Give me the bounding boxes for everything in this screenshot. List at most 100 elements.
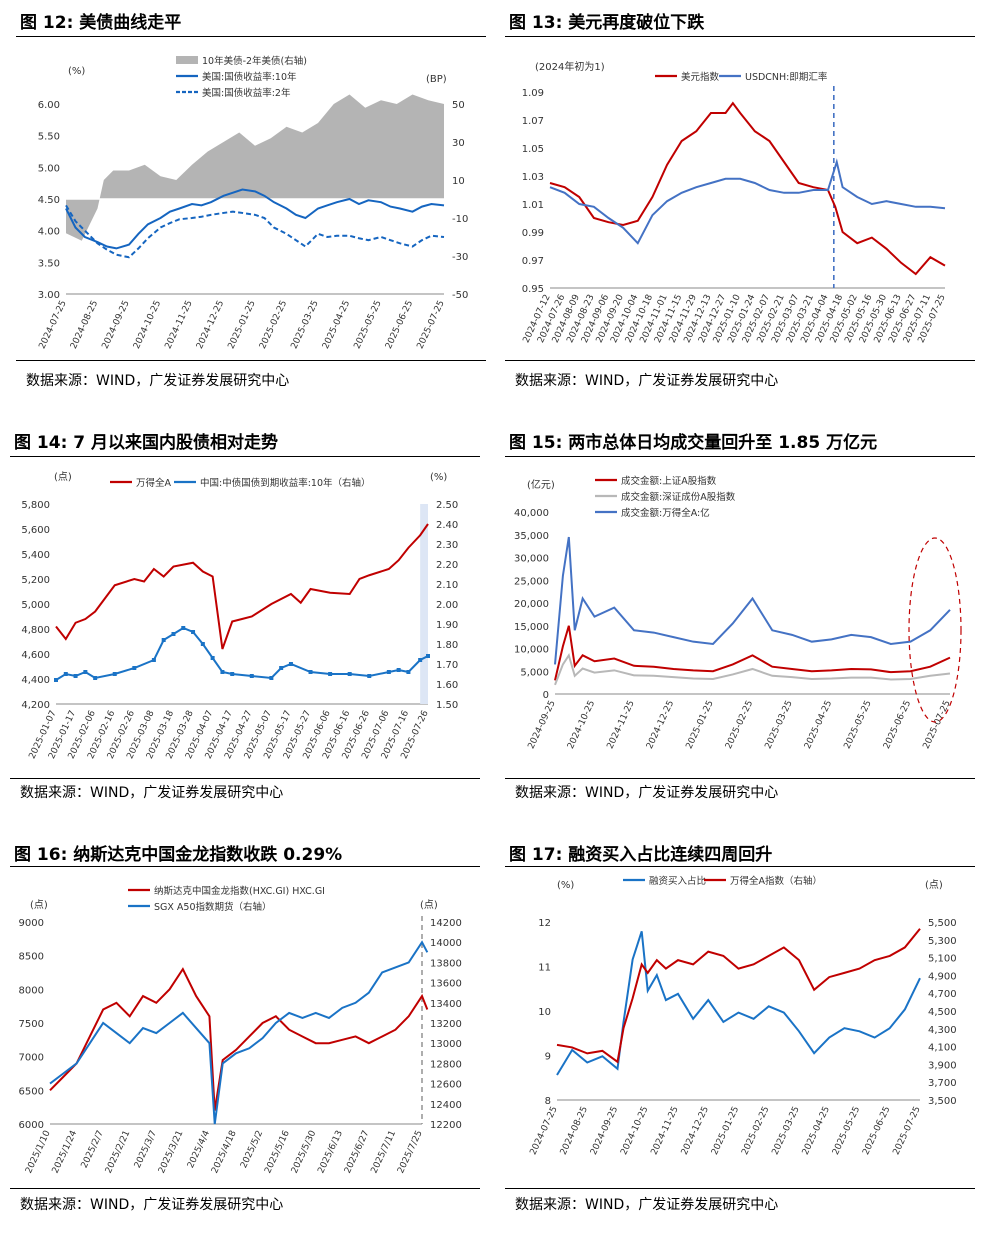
y-left-tick-label: 3.00 bbox=[38, 290, 60, 301]
y-right-tick-label: 2.20 bbox=[436, 560, 458, 571]
title-rule bbox=[505, 866, 975, 867]
chart-title: 图 17: 融资买入占比连续四周回升 bbox=[509, 845, 773, 865]
legend-label: 万得全A指数（右轴） bbox=[730, 875, 822, 887]
x-tick-label: 2024-11-25 bbox=[606, 699, 637, 751]
source-rule bbox=[505, 360, 975, 361]
y-right-tick-label: 4,900 bbox=[928, 971, 957, 982]
source-rule bbox=[10, 778, 480, 779]
y-left-tick-label: 1.05 bbox=[522, 144, 544, 155]
legend-label: 中国:中债国债到期收益率:10年（右轴） bbox=[200, 477, 371, 489]
source-note: 数据来源：WIND，广发证券发展研究中心 bbox=[26, 373, 290, 389]
legend-label: 成交金额:深证成份A股指数 bbox=[621, 491, 736, 503]
x-tick-label: 2025/4/4 bbox=[186, 1129, 212, 1170]
legend-label: 融资买入占比 bbox=[649, 875, 706, 887]
series-point bbox=[181, 626, 186, 630]
series-line bbox=[554, 625, 951, 681]
y-left-tick-label: 0.97 bbox=[522, 256, 544, 267]
y-left-unit: (亿元) bbox=[527, 478, 555, 491]
legend-label: 纳斯达克中国金龙指数(HXC.GI) HXC.GI bbox=[154, 885, 325, 897]
series-point bbox=[386, 670, 391, 674]
y-left-tick-label: 6500 bbox=[19, 1086, 44, 1097]
source-rule bbox=[505, 778, 975, 779]
y-left-tick-label: 30,000 bbox=[514, 554, 549, 565]
legend-label: SGX A50指数期货（右轴） bbox=[154, 901, 272, 913]
y-right-tick-label: 1.80 bbox=[436, 640, 458, 651]
legend-label: USDCNH:即期汇率 bbox=[745, 71, 828, 83]
chart-panel-14: 图 14: 7 月以来国内股债相对走势 5,800 5,600 5,400 5,200… bbox=[10, 420, 480, 820]
x-tick-label: 2024-12-25 bbox=[195, 299, 226, 351]
series-line bbox=[65, 204, 445, 259]
y-right-tick-label: 2.00 bbox=[436, 600, 458, 611]
y-right-unit: (%) bbox=[430, 472, 447, 483]
y-left-tick-label: 9000 bbox=[19, 918, 44, 929]
title-rule bbox=[10, 866, 480, 867]
y-left-tick-label: 4,600 bbox=[21, 650, 50, 661]
series-point bbox=[171, 632, 176, 636]
source-note: 数据来源：WIND，广发证券发展研究中心 bbox=[515, 1197, 779, 1213]
source-note: 数据来源：WIND，广发证券发展研究中心 bbox=[20, 785, 284, 801]
y-left-tick-label: 1.03 bbox=[522, 172, 544, 183]
y-right-tick-label: 1.70 bbox=[436, 660, 458, 671]
chart-title: 图 13: 美元再度破位下跌 bbox=[509, 13, 705, 33]
x-tick-label: 2025-02-25 bbox=[724, 699, 755, 751]
y-left-unit: (%) bbox=[68, 66, 85, 77]
y-left-tick-label: 5,200 bbox=[21, 575, 50, 586]
y-right-tick-label: 12800 bbox=[430, 1059, 462, 1070]
x-tick-label: 2024-08-25 bbox=[69, 299, 100, 351]
y-left-tick-label: 0.95 bbox=[522, 284, 544, 295]
y-left-tick-label: 10,000 bbox=[514, 645, 549, 656]
x-tick-label: 2025/5/16 bbox=[263, 1129, 292, 1175]
source-note: 数据来源：WIND，广发证券发展研究中心 bbox=[515, 373, 779, 389]
chart-area: 1.091.071.051.031.010.990.970.952024-07-… bbox=[522, 60, 948, 345]
x-tick-label: 2024-10-25 bbox=[619, 1105, 650, 1157]
x-tick-label: 2025-03-25 bbox=[764, 699, 795, 751]
series-point bbox=[308, 670, 313, 674]
x-tick-label: 2025/1/10 bbox=[24, 1129, 53, 1175]
x-tick-label: 2024-08-25 bbox=[559, 1105, 590, 1157]
y-left-tick-label: 11 bbox=[538, 963, 551, 974]
y-left-tick-label: 0 bbox=[543, 690, 549, 701]
y-left-tick-label: 7000 bbox=[19, 1053, 44, 1064]
title-rule bbox=[505, 36, 975, 37]
x-tick-label: 2025-05-25 bbox=[831, 1105, 862, 1157]
x-tick-label: 2025/3/21 bbox=[157, 1129, 186, 1175]
series-point bbox=[191, 630, 196, 634]
y-left-unit: (点) bbox=[30, 899, 48, 911]
y-left-tick-label: 4,400 bbox=[21, 675, 50, 686]
y-right-tick-label: 5,500 bbox=[928, 918, 957, 929]
y-left-tick-label: 7500 bbox=[19, 1019, 44, 1030]
y-left-tick-label: 6000 bbox=[19, 1120, 44, 1131]
y-left-tick-label: 4,800 bbox=[21, 625, 50, 636]
y-right-tick-label: 1.50 bbox=[436, 700, 458, 711]
x-tick-label: 2025-07-25 bbox=[416, 299, 447, 351]
x-tick-label: 2025-06-25 bbox=[861, 1105, 892, 1157]
y-right-tick-label: 14000 bbox=[430, 938, 462, 949]
y-left-tick-label: 1.01 bbox=[522, 200, 544, 211]
y-right-tick-label: -10 bbox=[452, 214, 468, 225]
x-tick-label: 2025/7/25 bbox=[396, 1129, 425, 1175]
y-right-tick-label: 4,100 bbox=[928, 1043, 957, 1054]
x-tick-label: 2024-07-25 bbox=[38, 299, 69, 351]
series-line bbox=[65, 188, 445, 250]
x-tick-label: 2025-05-25 bbox=[843, 699, 874, 751]
series-point bbox=[132, 666, 137, 670]
title-rule bbox=[10, 456, 480, 457]
x-tick-label: 2025-03-25 bbox=[771, 1105, 802, 1157]
legend-label: 美国:国债收益率:2年 bbox=[202, 87, 291, 99]
y-right-unit: (BP) bbox=[426, 74, 447, 85]
legend-label: 10年美债-2年美债(右轴) bbox=[202, 55, 307, 67]
x-tick-label: 2024-09-25 bbox=[589, 1105, 620, 1157]
y-left-tick-label: 25,000 bbox=[514, 576, 549, 587]
chart-panel-16: 图 16: 纳斯达克中国金龙指数收跌 0.29% 9000 8500 8000 750… bbox=[10, 832, 480, 1232]
y-right-tick-label: 4,500 bbox=[928, 1007, 957, 1018]
x-tick-label: 2025/6/13 bbox=[316, 1129, 345, 1175]
y-left-tick-label: 8 bbox=[545, 1096, 551, 1107]
series-line bbox=[49, 940, 429, 1125]
y-right-tick-label: 14200 bbox=[430, 918, 462, 929]
x-tick-label: 2025-07-25 bbox=[922, 699, 953, 751]
y-right-tick-label: 3,700 bbox=[928, 1078, 957, 1089]
source-note: 数据来源：WIND，广发证券发展研究中心 bbox=[515, 785, 779, 801]
y-left-unit: (%) bbox=[557, 880, 574, 891]
series-point bbox=[54, 678, 58, 682]
x-tick-label: 2025-01-25 bbox=[710, 1105, 741, 1157]
